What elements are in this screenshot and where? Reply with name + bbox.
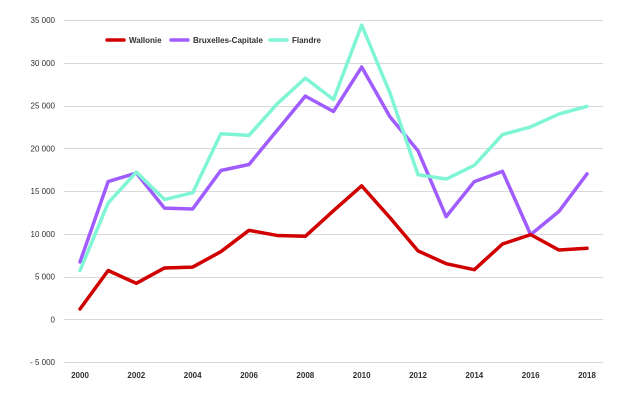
series-line-wallonie: [78, 184, 589, 311]
y-tick-label: 15 000: [31, 187, 56, 196]
y-tick-label: 10 000: [31, 230, 56, 239]
y-axis-labels: - 5 000 0 5 000 10 000 15 000 20 000 25 000 30 …: [30, 16, 55, 367]
legend-label-flandre: Flandre: [292, 36, 321, 45]
x-tick-label: 2008: [296, 371, 314, 380]
y-tick-label: - 5 000: [30, 358, 55, 367]
x-tick-label: 2002: [127, 371, 145, 380]
y-tick-label: 20 000: [31, 144, 56, 153]
x-tick-label: 2012: [409, 371, 427, 380]
grid-layer: [64, 20, 603, 363]
x-axis-labels: 2000 2002 2004 2006 2008 2010 2012 2014 2016 2018: [71, 371, 596, 380]
x-tick-label: 2010: [353, 371, 371, 380]
y-tick-label: 30 000: [31, 59, 56, 68]
x-tick-label: 2016: [522, 371, 540, 380]
series-layer: [78, 23, 589, 311]
legend: Wallonie Bruxelles-Capitale Flandre: [105, 36, 321, 45]
series-line-flandre: [78, 23, 589, 273]
x-tick-label: 2018: [578, 371, 596, 380]
y-tick-label: 25 000: [31, 102, 56, 111]
y-tick-label: 0: [51, 315, 56, 324]
y-tick-label: 35 000: [31, 16, 56, 25]
series-line-bruxelles-capitale: [78, 65, 589, 264]
x-tick-label: 2000: [71, 371, 89, 380]
legend-label-wallonie: Wallonie: [129, 36, 162, 45]
x-tick-label: 2006: [240, 371, 258, 380]
y-tick-label: 5 000: [35, 273, 56, 282]
x-tick-label: 2014: [465, 371, 483, 380]
legend-label-bruxelles-capitale: Bruxelles-Capitale: [193, 36, 263, 45]
x-tick-label: 2004: [184, 371, 202, 380]
